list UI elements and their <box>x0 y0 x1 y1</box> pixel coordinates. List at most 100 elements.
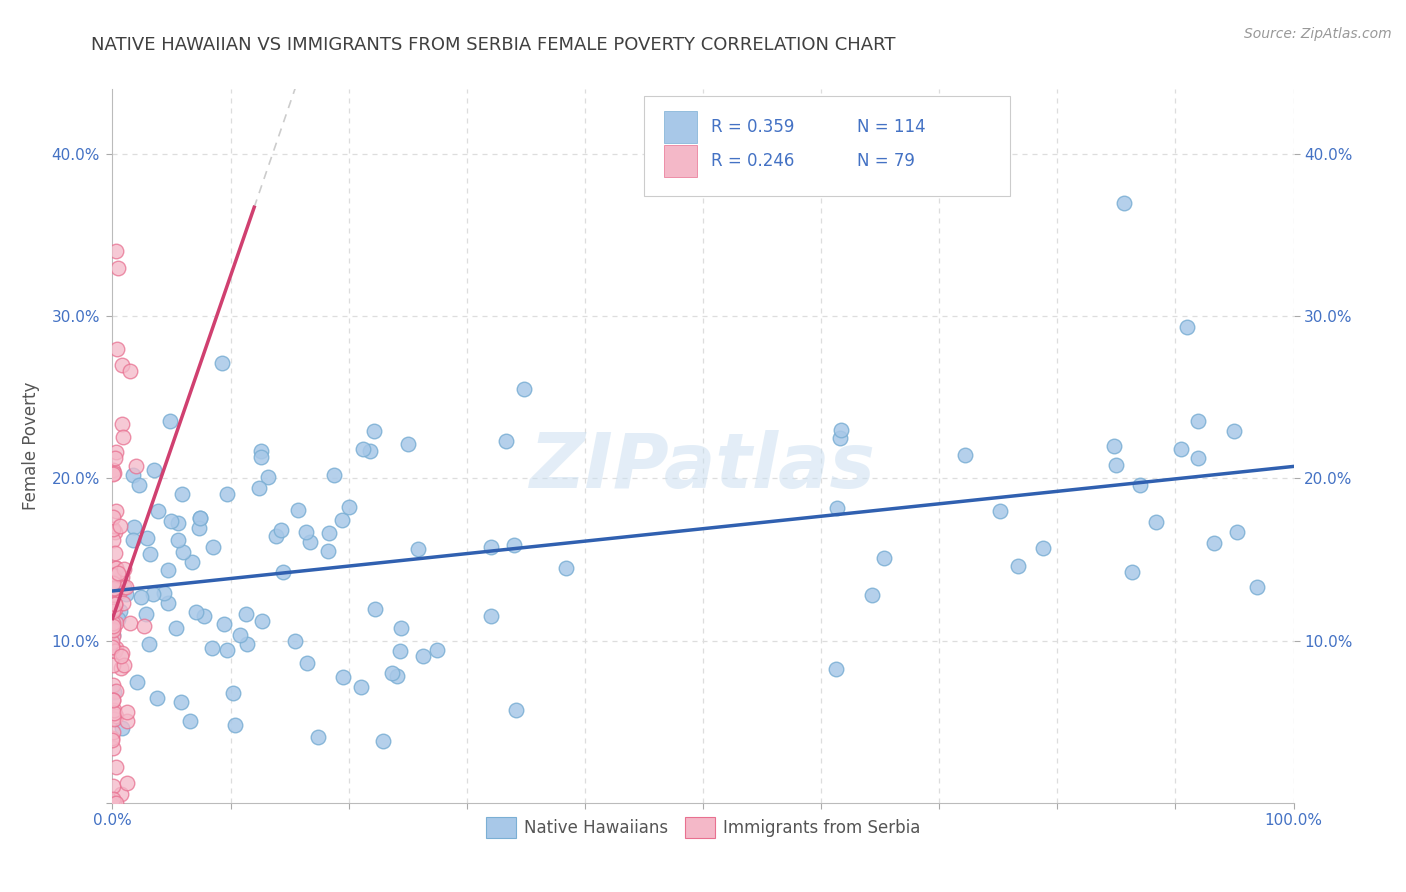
Point <box>142 587 165 601</box>
Point <box>406 541 429 556</box>
Point <box>101 725 124 739</box>
Point <box>138 547 160 561</box>
Point <box>1102 439 1125 453</box>
Y-axis label: Female Poverty: Female Poverty <box>22 382 41 510</box>
Point <box>188 510 211 524</box>
Point <box>101 693 124 707</box>
FancyBboxPatch shape <box>664 145 697 177</box>
Point <box>125 675 148 690</box>
Point <box>101 582 124 596</box>
Point <box>103 712 125 726</box>
Point <box>143 463 166 477</box>
Point <box>101 581 124 595</box>
Point <box>101 467 124 481</box>
Point <box>165 621 187 635</box>
Point <box>110 519 132 533</box>
Point <box>101 635 124 649</box>
Point <box>212 617 235 632</box>
Point <box>1226 524 1249 539</box>
Point <box>169 695 191 709</box>
Point <box>1223 424 1246 438</box>
Point <box>1177 320 1199 334</box>
Point <box>129 590 152 604</box>
Point <box>112 596 135 610</box>
Point <box>110 648 132 663</box>
Point <box>830 423 852 437</box>
Point <box>264 529 287 543</box>
Point <box>105 504 128 518</box>
Point <box>111 429 134 443</box>
Point <box>167 516 190 531</box>
Point <box>104 451 127 466</box>
Point <box>271 565 294 579</box>
Point <box>101 463 124 477</box>
Point <box>104 615 127 630</box>
Point <box>502 538 524 552</box>
Point <box>827 500 849 515</box>
Point <box>257 470 280 484</box>
Point <box>115 587 138 601</box>
Point <box>412 649 434 664</box>
Point <box>222 686 245 700</box>
Text: R = 0.359: R = 0.359 <box>711 118 794 136</box>
Point <box>148 504 170 518</box>
Point <box>114 562 136 576</box>
Point <box>101 576 124 591</box>
Point <box>318 525 340 540</box>
Point <box>250 614 273 628</box>
Point <box>157 596 180 610</box>
Text: ZIPatlas: ZIPatlas <box>530 431 876 504</box>
Point <box>101 533 124 547</box>
Point <box>1202 536 1225 550</box>
Point <box>138 637 160 651</box>
Point <box>830 431 852 445</box>
Point <box>111 358 134 372</box>
Point <box>350 680 373 694</box>
Point <box>115 580 138 594</box>
Point <box>101 619 124 633</box>
Point <box>101 740 124 755</box>
Point <box>167 533 190 548</box>
Point <box>1129 478 1152 492</box>
Text: N = 114: N = 114 <box>856 118 925 136</box>
Point <box>352 442 374 457</box>
Point <box>103 628 125 642</box>
Point <box>1170 442 1192 457</box>
Point <box>101 628 124 642</box>
Point <box>105 708 128 723</box>
Point <box>250 444 273 458</box>
Point <box>117 714 139 728</box>
Point <box>103 525 125 540</box>
Point <box>217 486 239 500</box>
Point <box>104 643 127 657</box>
Point <box>479 608 502 623</box>
Point <box>187 520 209 534</box>
Point <box>101 779 124 793</box>
Point <box>108 584 131 599</box>
Point <box>307 730 329 744</box>
Point <box>295 656 318 670</box>
Point <box>364 602 387 616</box>
Point <box>505 703 527 717</box>
Point <box>1032 541 1054 555</box>
Point <box>201 641 224 656</box>
Point <box>1121 565 1143 579</box>
Point <box>426 643 449 657</box>
Point <box>1105 458 1128 473</box>
Text: R = 0.246: R = 0.246 <box>711 152 794 169</box>
Point <box>224 718 246 732</box>
Point <box>107 612 129 626</box>
Point <box>180 555 202 569</box>
Point <box>495 434 517 448</box>
Point <box>396 437 419 451</box>
Point <box>156 562 179 576</box>
Point <box>359 444 381 458</box>
Point <box>104 684 127 698</box>
Point <box>124 458 146 473</box>
Point <box>1144 516 1167 530</box>
Point <box>1007 559 1029 574</box>
Point <box>112 658 135 673</box>
Point <box>104 760 127 774</box>
Point <box>103 581 125 595</box>
Point <box>104 546 127 560</box>
